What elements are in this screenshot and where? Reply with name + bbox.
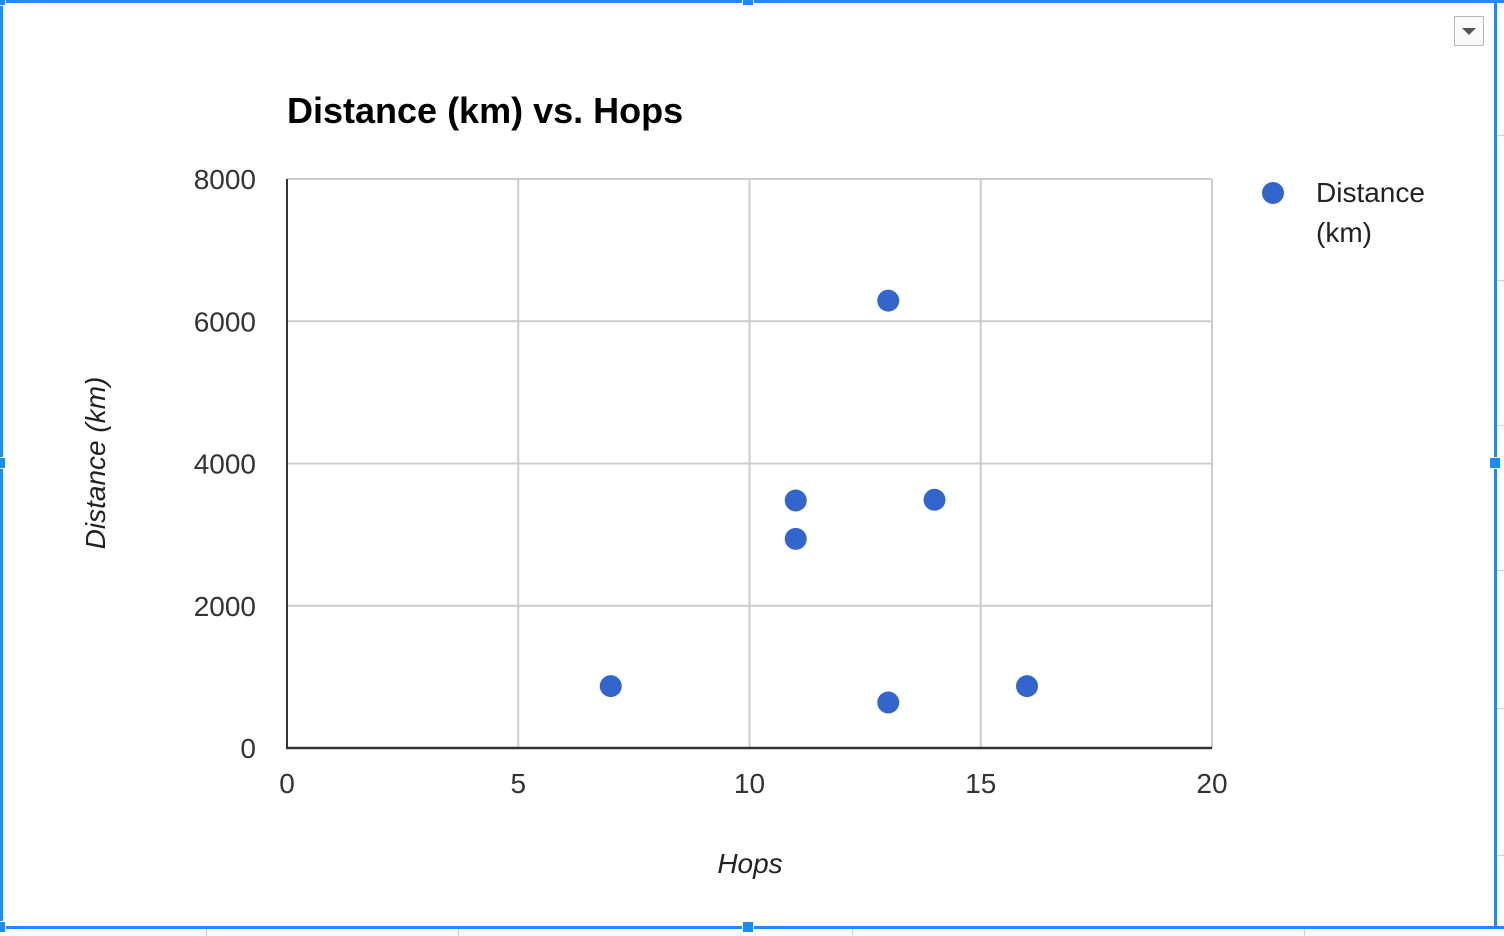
x-tick-label: 10: [734, 768, 765, 799]
y-tick-label: 0: [240, 733, 256, 764]
sheet-gridline: [1497, 280, 1504, 281]
y-tick-label: 2000: [194, 591, 256, 622]
resize-handle-bottom-left[interactable]: [0, 921, 6, 933]
sheet-gridline: [1497, 855, 1504, 856]
sheet-gridline: [1497, 708, 1504, 709]
sheet-gridline: [206, 929, 207, 936]
gridlines: [287, 178, 1213, 748]
scatter-point[interactable]: [877, 289, 900, 312]
y-tick-label: 6000: [194, 306, 256, 337]
y-tick-label: 8000: [194, 164, 256, 195]
legend-label: Distance (km): [1316, 177, 1433, 248]
x-tick-label: 20: [1196, 768, 1227, 799]
sheet-gridline: [1497, 135, 1504, 136]
resize-handle-left[interactable]: [0, 457, 6, 469]
resize-handle-top[interactable]: [742, 0, 754, 6]
chart-title: Distance (km) vs. Hops: [287, 90, 683, 131]
legend[interactable]: Distance (km): [1262, 177, 1433, 248]
y-axis-title: Distance (km): [80, 377, 111, 550]
scatter-point[interactable]: [1016, 675, 1038, 698]
resize-handle-right[interactable]: [1489, 457, 1501, 469]
legend-label-line-1: Distance: [1316, 177, 1425, 208]
x-axis-title: Hops: [717, 848, 782, 879]
sheet-gridline: [1304, 929, 1305, 936]
y-tick-label: 4000: [194, 449, 256, 480]
legend-marker: [1262, 182, 1284, 204]
x-tick-label: 15: [965, 768, 996, 799]
sheet-gridline: [1497, 425, 1504, 426]
tick-labels: 0 5 10 15 20 0 2000 4000 6000 8000: [194, 164, 1228, 799]
scatter-point[interactable]: [784, 527, 807, 550]
scatter-point[interactable]: [784, 489, 807, 512]
sheet-gridline: [458, 929, 459, 936]
axes: [286, 179, 1212, 750]
resize-handle-top-left[interactable]: [0, 0, 6, 6]
scatter-point[interactable]: [599, 675, 622, 698]
resize-handle-bottom[interactable]: [742, 921, 754, 933]
sheet-gridline: [852, 929, 853, 936]
scatter-point[interactable]: [923, 488, 946, 511]
chevron-down-icon: [1462, 28, 1476, 35]
chart-menu-button[interactable]: [1454, 16, 1484, 46]
scatter-point[interactable]: [877, 691, 900, 714]
x-tick-label: 0: [279, 768, 295, 799]
data-points: [599, 289, 1038, 714]
sheet-gridline: [1497, 570, 1504, 571]
x-tick-label: 5: [510, 768, 526, 799]
legend-label-line-2: (km): [1316, 217, 1372, 248]
